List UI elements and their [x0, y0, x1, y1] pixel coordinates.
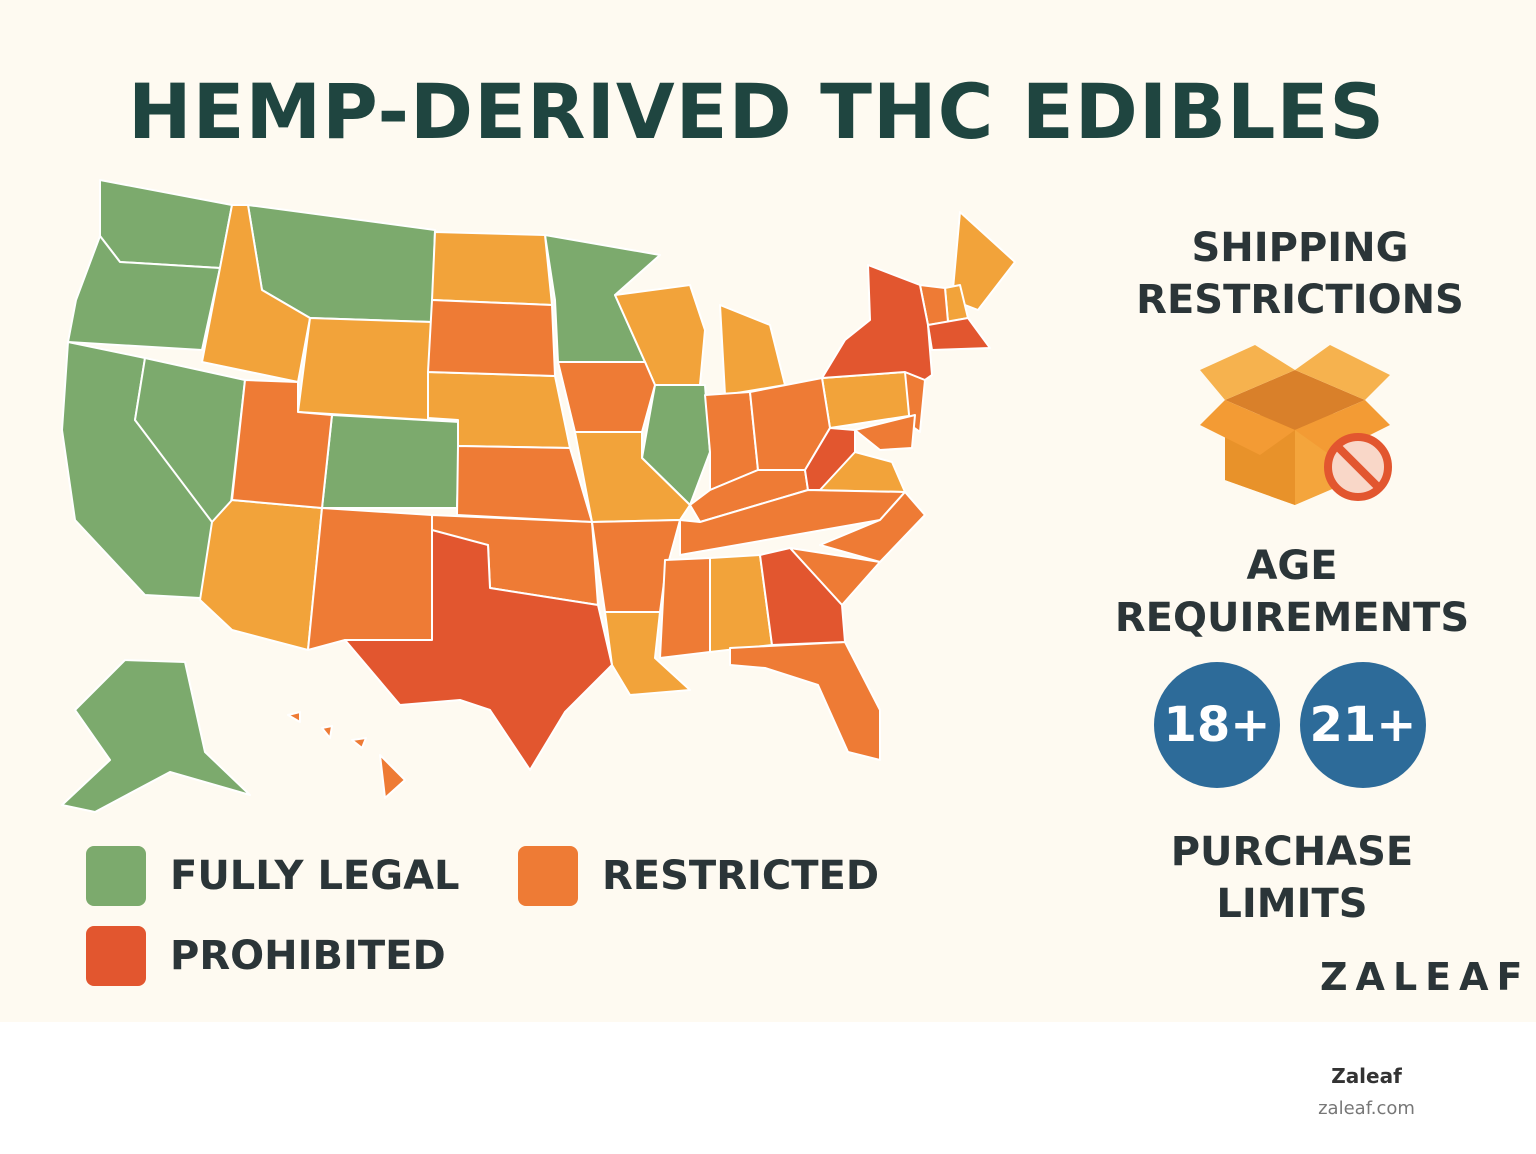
purchase-limits-heading: PURCHASE LIMITS	[1170, 829, 1414, 927]
state-utah	[231, 379, 333, 509]
state-colorado	[321, 414, 461, 509]
state-west-virginia	[804, 427, 856, 491]
box-no-icon	[1200, 345, 1392, 505]
legend-fully-legal: FULLY LEGAL	[86, 846, 460, 906]
state-maine	[951, 211, 1016, 311]
legend-prohibited: PROHIBITED	[86, 926, 446, 986]
state-hawaii	[287, 711, 406, 799]
state-new-mexico	[307, 507, 433, 651]
state-wyoming	[297, 317, 433, 421]
legend-label: FULLY LEGAL	[170, 853, 460, 899]
state-massachusetts	[927, 317, 991, 351]
legend-swatch-prohibited	[86, 926, 146, 986]
legend-swatch-legal	[86, 846, 146, 906]
state-alaska	[61, 659, 251, 813]
state-florida	[729, 641, 881, 761]
footer-brand-name: Zaleaf	[1331, 1064, 1402, 1088]
state-arizona	[199, 499, 323, 651]
state-michigan	[719, 304, 786, 396]
age-badge-21: 21+	[1300, 662, 1426, 788]
shipping-restrictions-heading: SHIPPING RESTRICTIONS	[1136, 225, 1464, 323]
legend-swatch-restricted	[518, 846, 578, 906]
state-mississippi	[659, 557, 711, 659]
state-north-carolina	[819, 491, 926, 563]
legend-restricted: RESTRICTED	[518, 846, 879, 906]
state-kansas	[456, 445, 593, 523]
page-title: HEMP-DERIVED THC EDIBLES	[128, 67, 1386, 156]
state-iowa	[557, 361, 656, 433]
state-north-dakota	[431, 231, 553, 306]
age-requirements-heading: AGE REQUIREMENTS	[1114, 543, 1470, 641]
state-south-dakota	[427, 299, 556, 377]
age-badge-18: 18+	[1154, 662, 1280, 788]
state-washington	[99, 179, 233, 269]
footer-url[interactable]: zaleaf.com	[1318, 1098, 1415, 1119]
us-map	[61, 179, 1016, 813]
state-maryland	[854, 414, 916, 451]
brand-mark: ZALEAF	[1320, 955, 1531, 999]
state-georgia	[759, 547, 846, 646]
state-new-york	[821, 264, 933, 381]
state-texas	[344, 529, 613, 771]
legend-label: PROHIBITED	[170, 933, 446, 979]
legend-label: RESTRICTED	[602, 853, 880, 899]
state-oregon	[67, 235, 221, 351]
